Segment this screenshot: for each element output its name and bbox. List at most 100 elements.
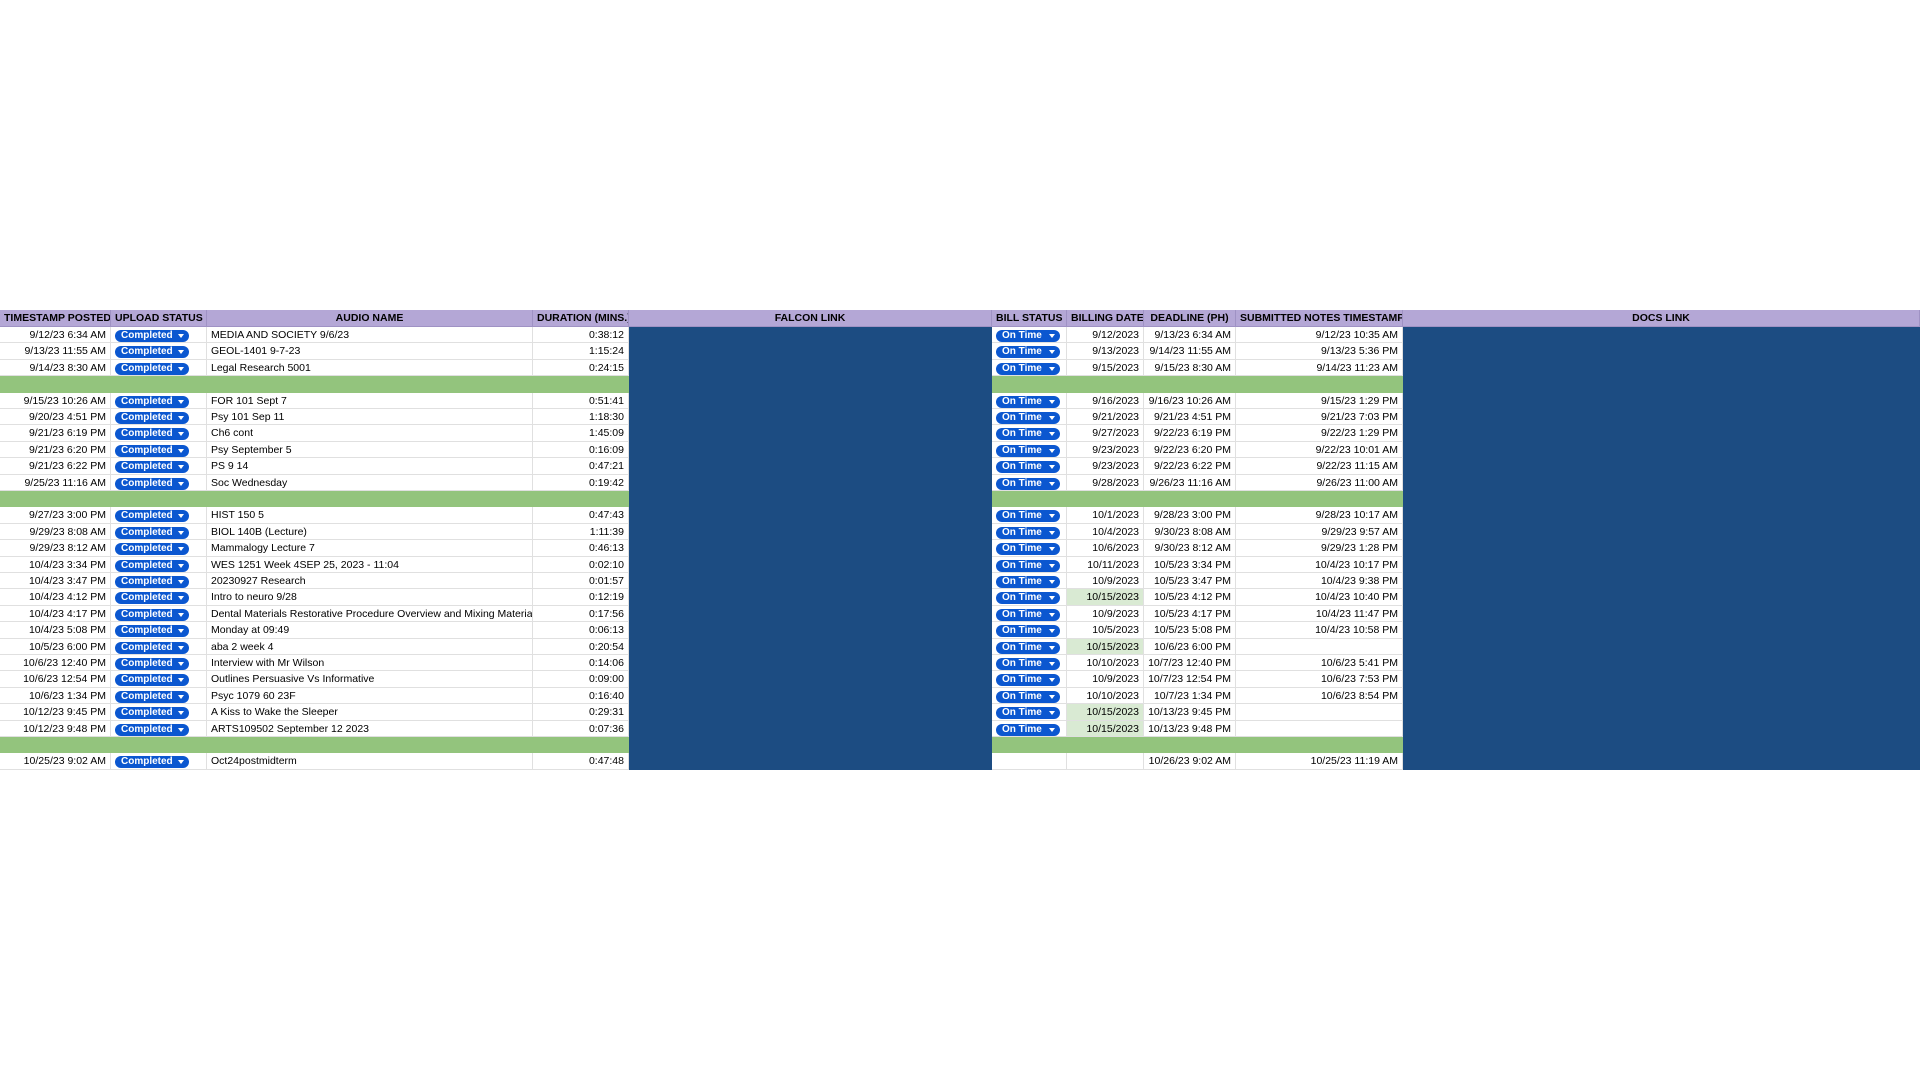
cell: 9/29/23 9:57 AM [1236, 523, 1403, 541]
cell: On Time [992, 523, 1067, 541]
column-header[interactable]: TIMESTAMP POSTED [0, 310, 111, 327]
status-dropdown[interactable]: Completed [115, 526, 189, 539]
status-dropdown[interactable]: Completed [115, 641, 189, 654]
cell: Completed [111, 589, 207, 606]
cell: On Time [992, 327, 1067, 344]
status-dropdown[interactable]: On Time [996, 608, 1060, 621]
status-dropdown[interactable]: On Time [996, 723, 1060, 736]
cell: On Time [992, 655, 1067, 672]
status-dropdown[interactable]: On Time [996, 330, 1060, 342]
cell: 10/4/23 10:40 PM [1236, 589, 1403, 606]
status-dropdown[interactable]: On Time [996, 461, 1060, 474]
status-dropdown[interactable]: Completed [115, 543, 189, 556]
status-dropdown[interactable]: On Time [996, 444, 1060, 457]
status-dropdown[interactable]: Completed [115, 428, 189, 441]
status-dropdown[interactable]: On Time [996, 526, 1060, 539]
column-header[interactable]: AUDIO NAME [207, 310, 533, 327]
status-dropdown[interactable]: Completed [115, 592, 189, 605]
status-dropdown[interactable]: On Time [996, 576, 1060, 588]
cell: HIST 150 5 [207, 507, 533, 524]
status-dropdown[interactable]: Completed [115, 559, 189, 572]
cell: Ch6 cont [207, 425, 533, 442]
column-header[interactable]: UPLOAD STATUS [111, 310, 207, 327]
status-dropdown[interactable]: On Time [996, 428, 1060, 441]
cell: 1:15:24 [533, 343, 629, 360]
status-dropdown[interactable]: Completed [115, 330, 189, 342]
status-dropdown[interactable]: On Time [996, 362, 1060, 375]
cell: On Time [992, 359, 1067, 377]
cell: On Time [992, 556, 1067, 573]
status-dropdown[interactable]: On Time [996, 559, 1060, 572]
status-dropdown[interactable]: Completed [115, 346, 189, 359]
cell: 0:24:15 [533, 359, 629, 377]
cell: 9/22/23 10:01 AM [1236, 441, 1403, 459]
status-dropdown[interactable]: Completed [115, 707, 189, 720]
cell: 10/6/23 8:54 PM [1236, 687, 1403, 705]
column-header[interactable]: BILLING DATE [1067, 310, 1144, 327]
status-dropdown[interactable]: Completed [115, 444, 189, 457]
status-dropdown[interactable]: On Time [996, 543, 1060, 556]
status-dropdown[interactable]: Completed [115, 625, 189, 638]
cell [1067, 753, 1144, 770]
status-dropdown[interactable]: Completed [115, 461, 189, 474]
cell: Completed [111, 441, 207, 459]
cell: 9/15/23 10:26 AM [0, 392, 111, 409]
cell: 10/6/23 7:53 PM [1236, 671, 1403, 688]
cell: On Time [992, 638, 1067, 655]
status-dropdown[interactable]: Completed [115, 608, 189, 621]
cell: 9/21/2023 [1067, 409, 1144, 426]
cell: Soc Wednesday [207, 474, 533, 491]
cell: On Time [992, 343, 1067, 360]
status-dropdown[interactable]: Completed [115, 723, 189, 736]
status-dropdown[interactable]: On Time [996, 592, 1060, 605]
column-header[interactable]: FALCON LINK [629, 310, 992, 327]
cell: 10/10/2023 [1067, 687, 1144, 705]
cell: 10/4/23 4:12 PM [0, 589, 111, 606]
column-header[interactable]: DURATION (MINS.) [533, 310, 629, 327]
status-dropdown[interactable]: On Time [996, 658, 1060, 670]
status-dropdown[interactable]: Completed [115, 658, 189, 670]
cell: 10/6/2023 [1067, 540, 1144, 557]
cell: On Time [992, 458, 1067, 475]
status-dropdown[interactable]: On Time [996, 412, 1060, 424]
status-dropdown[interactable]: Completed [115, 412, 189, 424]
status-dropdown[interactable]: On Time [996, 690, 1060, 703]
cell: 10/11/2023 [1067, 556, 1144, 573]
cell: 9/15/2023 [1067, 359, 1144, 377]
status-dropdown[interactable]: On Time [996, 707, 1060, 720]
status-dropdown[interactable]: On Time [996, 674, 1060, 687]
cell: 10/5/23 4:12 PM [1144, 589, 1236, 606]
cell: 1:18:30 [533, 409, 629, 426]
status-dropdown[interactable]: On Time [996, 510, 1060, 523]
status-dropdown[interactable]: Completed [115, 576, 189, 588]
cell: 0:01:57 [533, 573, 629, 590]
cell: 9/29/23 1:28 PM [1236, 540, 1403, 557]
cell: 9/14/23 11:55 AM [1144, 343, 1236, 360]
status-dropdown[interactable]: Completed [115, 362, 189, 375]
cell: 9/15/23 1:29 PM [1236, 392, 1403, 409]
cell: 9/12/23 10:35 AM [1236, 327, 1403, 344]
status-dropdown[interactable]: On Time [996, 395, 1060, 408]
cell: 9/22/23 1:29 PM [1236, 425, 1403, 442]
cell: 10/26/23 9:02 AM [1144, 753, 1236, 770]
cell: 0:16:09 [533, 441, 629, 459]
status-dropdown[interactable]: Completed [115, 756, 189, 769]
status-dropdown[interactable]: Completed [115, 510, 189, 523]
cell: 0:12:19 [533, 589, 629, 606]
status-dropdown[interactable]: Completed [115, 690, 189, 703]
status-dropdown[interactable]: On Time [996, 346, 1060, 359]
status-dropdown[interactable]: On Time [996, 477, 1060, 490]
status-dropdown[interactable]: On Time [996, 625, 1060, 638]
column-header[interactable]: DOCS LINK [1403, 310, 1920, 327]
cell: 10/5/23 4:17 PM [1144, 605, 1236, 623]
status-dropdown[interactable]: On Time [996, 641, 1060, 654]
status-dropdown[interactable]: Completed [115, 674, 189, 687]
status-dropdown[interactable]: Completed [115, 477, 189, 490]
cell: 0:47:48 [533, 753, 629, 770]
column-header[interactable]: SUBMITTED NOTES TIMESTAMP [1236, 310, 1403, 327]
column-header[interactable]: DEADLINE (PH) [1144, 310, 1236, 327]
status-dropdown[interactable]: Completed [115, 395, 189, 408]
cell: Completed [111, 671, 207, 688]
cell: Legal Research 5001 [207, 359, 533, 377]
column-header[interactable]: BILL STATUS [992, 310, 1067, 327]
